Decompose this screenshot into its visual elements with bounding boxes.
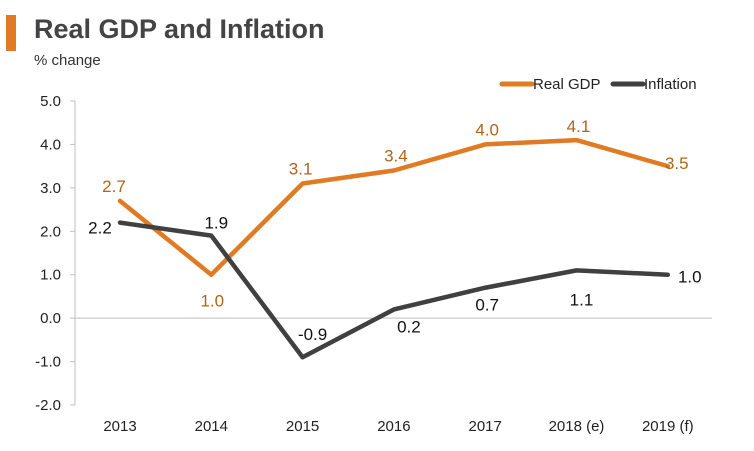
data-label-real-gdp: 1.0 (200, 292, 224, 311)
series-line-inflation (117, 220, 671, 360)
data-label-real-gdp: 3.4 (384, 146, 408, 165)
x-tick-label: 2016 (377, 418, 410, 435)
x-tick-label: 2018 (e) (549, 418, 605, 435)
legend-label-real-gdp: Real GDP (533, 76, 601, 93)
data-label-real-gdp: 4.1 (567, 117, 591, 136)
data-label-inflation: 1.9 (204, 214, 228, 233)
y-tick-label: 2.0 (40, 223, 61, 240)
title-accent-bar (6, 15, 16, 51)
chart-legend: Real GDP Inflation (499, 76, 697, 93)
legend-label-inflation: Inflation (644, 76, 697, 93)
chart-title: Real GDP and Inflation (34, 14, 325, 44)
y-tick-label: 5.0 (40, 93, 61, 110)
data-label-inflation: 1.1 (570, 290, 594, 309)
x-tick-label: 2017 (469, 418, 502, 435)
data-label-inflation: 0.2 (397, 317, 421, 336)
y-tick-label: 0.0 (40, 310, 61, 327)
data-label-inflation: 0.7 (475, 296, 499, 315)
data-label-inflation: 2.2 (88, 219, 112, 238)
y-tick-label: 3.0 (40, 180, 61, 197)
data-label-real-gdp: 2.7 (102, 177, 126, 196)
y-tick-label: 1.0 (40, 267, 61, 284)
x-tick-label: 2014 (195, 418, 228, 435)
data-label-inflation: -0.9 (298, 325, 327, 344)
y-tick-label: -1.0 (35, 354, 61, 371)
x-tick-label: 2015 (286, 418, 319, 435)
data-label-real-gdp: 3.1 (289, 160, 313, 179)
y-tick-label: -2.0 (35, 397, 61, 414)
series-line-real-gdp (117, 137, 671, 277)
y-axis-unit-label: % change (34, 52, 101, 69)
data-label-real-gdp: 3.5 (665, 154, 689, 173)
data-label-inflation: 1.0 (678, 268, 702, 287)
chart-series-lines (117, 137, 671, 360)
chart-data-labels: 2.7 1.0 3.1 3.4 4.0 4.1 3.5 2.2 1.9 -0.9 0.2 0.7 1.1… (88, 117, 701, 344)
x-tick-label: 2013 (103, 418, 136, 435)
x-tick-label: 2019 (f) (642, 418, 694, 435)
data-label-real-gdp: 4.0 (475, 120, 499, 139)
y-tick-label: 4.0 (40, 136, 61, 153)
chart-axes: 5.0 4.0 3.0 2.0 1.0 0.0 -1.0 -2.0 2013 2014 2015 20… (35, 93, 712, 435)
